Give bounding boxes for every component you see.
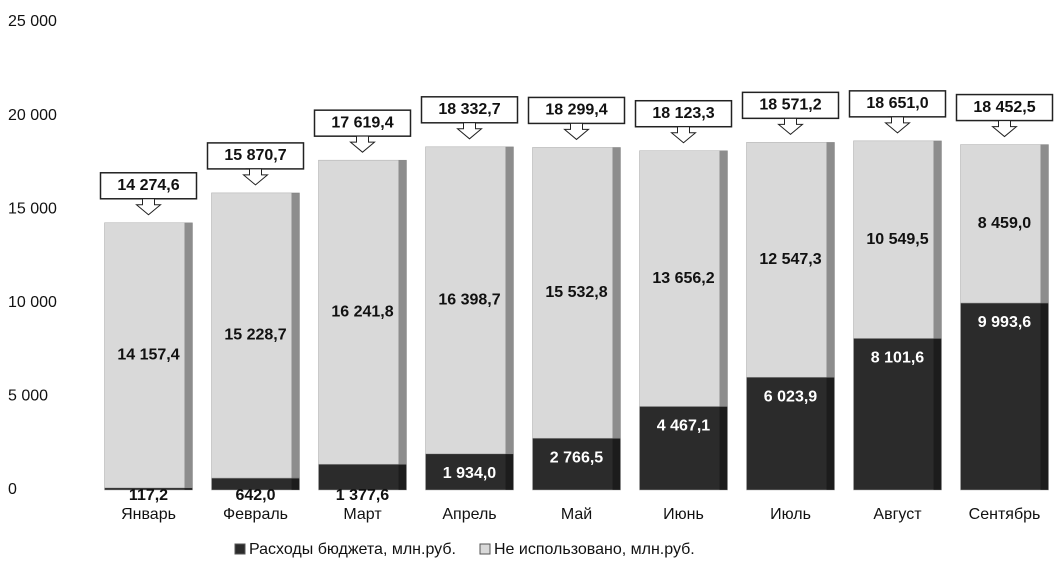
total-label: 17 619,4 (331, 114, 393, 131)
x-tick-label: Февраль (223, 506, 288, 523)
data-label: 15 228,7 (224, 327, 286, 344)
bar-shade (184, 487, 193, 490)
y-tick-label: 20 000 (8, 107, 57, 124)
bar-shade (398, 464, 407, 490)
bar-shade (398, 160, 407, 465)
callout-arrow (670, 126, 697, 144)
bar-segment (853, 338, 942, 491)
data-label: 1 934,0 (443, 465, 496, 482)
bar-segment (853, 140, 942, 339)
x-tick-label: Июнь (663, 506, 704, 523)
bar-shade (933, 338, 942, 490)
bar-shade (826, 377, 835, 490)
bar-shade (612, 147, 621, 439)
total-callout (634, 99, 733, 128)
bar-segment (746, 376, 835, 491)
total-label: 18 332,7 (438, 101, 500, 118)
x-tick-label: Апрель (442, 506, 496, 523)
total-callout (527, 96, 626, 125)
x-tick-label: Март (343, 506, 382, 523)
data-label: 8 101,6 (871, 350, 924, 367)
bar-shade (1040, 302, 1049, 490)
data-label: 117,2 (129, 487, 168, 504)
bar-segment (104, 222, 193, 489)
legend-label: Не использовано, млн.руб. (494, 541, 695, 558)
data-label: 6 023,9 (764, 388, 817, 405)
bar-segment (960, 144, 1049, 304)
bar-shade (291, 192, 300, 478)
bar-segment (425, 146, 514, 455)
data-label: 642,0 (235, 487, 275, 504)
bar-shade (719, 406, 728, 490)
y-tick-label: 0 (8, 481, 17, 498)
data-label: 14 157,4 (117, 347, 179, 364)
callout-arrow (884, 116, 911, 134)
data-label: 16 241,8 (331, 303, 393, 320)
y-tick-label: 25 000 (8, 13, 57, 30)
total-label: 18 452,5 (973, 99, 1035, 116)
total-label: 18 299,4 (545, 102, 607, 119)
legend-label: Расходы бюджета, млн.руб. (249, 541, 456, 558)
data-label: 15 532,8 (545, 284, 607, 301)
bar-shade (826, 142, 835, 378)
total-callout (741, 91, 840, 120)
data-label: 8 459,0 (978, 215, 1031, 232)
callout-arrow (991, 120, 1018, 138)
legend-swatch (479, 543, 491, 555)
total-label: 15 870,7 (224, 147, 286, 164)
bar-shade (719, 150, 728, 407)
bar-segment (532, 437, 621, 491)
bar-segment (639, 406, 728, 491)
data-label: 16 398,7 (438, 292, 500, 309)
bar-shade (1040, 144, 1049, 303)
bar-shade (505, 453, 514, 490)
callout-arrow (563, 122, 590, 141)
data-label: 4 467,1 (657, 418, 710, 435)
bar-segment (746, 142, 835, 378)
data-label: 1 377,6 (336, 487, 389, 504)
y-tick-label: 15 000 (8, 200, 57, 217)
callout-arrow (456, 122, 483, 140)
callout-arrow (777, 117, 804, 135)
x-tick-label: Июль (770, 506, 811, 523)
data-label: 12 547,3 (759, 251, 821, 268)
data-label: 10 549,5 (866, 231, 928, 248)
callout-arrow (242, 168, 269, 186)
bar-segment (425, 453, 514, 491)
legend-swatch (234, 543, 246, 555)
total-label: 18 571,2 (759, 97, 821, 114)
y-tick-label: 10 000 (8, 294, 57, 311)
bar-segment (532, 147, 621, 439)
data-label: 13 656,2 (652, 270, 714, 287)
total-callout (420, 96, 519, 124)
bar-shade (505, 146, 514, 454)
bar-segment (960, 302, 1049, 491)
bar-segment (211, 192, 300, 479)
total-label: 14 274,6 (117, 177, 179, 194)
callout-arrow (135, 198, 162, 216)
bar-segment (318, 463, 407, 491)
x-tick-label: Январь (121, 506, 176, 523)
bar-shade (933, 140, 942, 339)
bar-shade (612, 438, 621, 490)
data-label: 2 766,5 (550, 449, 603, 466)
callout-arrow (349, 135, 376, 153)
bar-segment (639, 150, 728, 407)
x-tick-label: Сентябрь (969, 506, 1041, 523)
x-tick-label: Август (873, 506, 922, 523)
total-label: 18 123,3 (652, 105, 714, 122)
data-label: 9 993,6 (978, 314, 1031, 331)
x-tick-label: Май (561, 506, 592, 523)
bar-shade (291, 477, 300, 490)
bar-shade (184, 222, 193, 488)
y-tick-label: 5 000 (8, 388, 48, 405)
bar-segment (318, 159, 407, 465)
total-label: 18 651,0 (866, 95, 928, 112)
